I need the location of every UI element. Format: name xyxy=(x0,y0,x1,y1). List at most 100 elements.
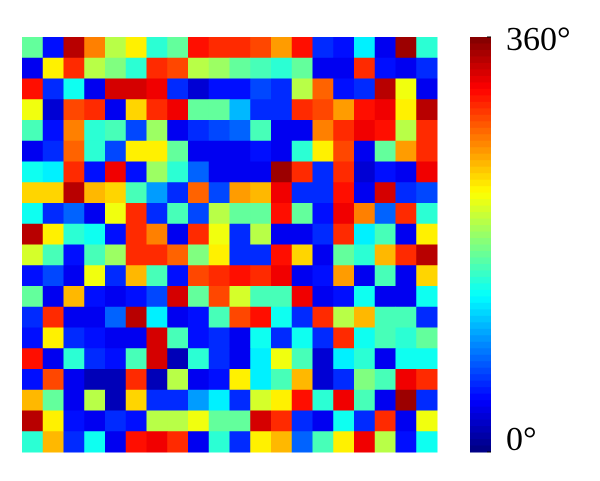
colorbar-step xyxy=(470,322,491,330)
cell xyxy=(416,223,438,245)
cell xyxy=(188,223,210,245)
cell xyxy=(291,57,313,79)
cell xyxy=(250,265,272,287)
cell xyxy=(333,431,355,453)
cell xyxy=(271,223,293,245)
cell xyxy=(291,327,313,349)
cell xyxy=(167,369,189,391)
cell xyxy=(63,327,85,349)
cell xyxy=(354,120,376,142)
cell xyxy=(271,182,293,204)
cell xyxy=(354,78,376,100)
colorbar-step xyxy=(470,406,491,414)
cell xyxy=(22,265,44,287)
cell xyxy=(22,431,44,453)
cell xyxy=(22,410,44,432)
cell xyxy=(63,431,85,453)
cell xyxy=(63,203,85,225)
cell xyxy=(229,306,251,328)
cell xyxy=(84,389,106,411)
cell xyxy=(125,37,147,59)
cell xyxy=(105,410,127,432)
cell xyxy=(333,286,355,308)
cell xyxy=(125,410,147,432)
cell xyxy=(333,410,355,432)
cell xyxy=(374,57,396,79)
cell xyxy=(188,369,210,391)
cell xyxy=(250,410,272,432)
cell xyxy=(208,410,230,432)
cell xyxy=(188,244,210,266)
cell xyxy=(84,369,106,391)
cell xyxy=(63,348,85,370)
cell xyxy=(42,203,64,225)
cell xyxy=(146,369,168,391)
cell xyxy=(354,389,376,411)
cell xyxy=(354,57,376,79)
cell xyxy=(84,37,106,59)
colorbar-step xyxy=(470,140,491,148)
cell xyxy=(167,99,189,121)
cell xyxy=(416,327,438,349)
cell xyxy=(374,120,396,142)
cell xyxy=(188,37,210,59)
cell xyxy=(188,389,210,411)
cell xyxy=(84,223,106,245)
cell xyxy=(167,286,189,308)
cell xyxy=(146,431,168,453)
cell xyxy=(42,78,64,100)
cell xyxy=(42,410,64,432)
cell xyxy=(22,161,44,183)
cell xyxy=(312,182,334,204)
colorbar-step xyxy=(470,244,491,252)
cell xyxy=(125,161,147,183)
cell xyxy=(167,120,189,142)
cell xyxy=(395,244,417,266)
cell xyxy=(167,182,189,204)
cell xyxy=(271,369,293,391)
cell xyxy=(167,57,189,79)
cell xyxy=(167,244,189,266)
cell xyxy=(125,244,147,266)
cell xyxy=(312,410,334,432)
cell xyxy=(395,203,417,225)
cell xyxy=(125,348,147,370)
cell xyxy=(250,431,272,453)
cell xyxy=(146,78,168,100)
cell xyxy=(250,78,272,100)
cell xyxy=(105,244,127,266)
cell xyxy=(374,369,396,391)
colorbar-step xyxy=(470,218,491,226)
cell xyxy=(416,78,438,100)
cell xyxy=(271,120,293,142)
colorbar-step xyxy=(470,374,491,382)
cell xyxy=(105,265,127,287)
colorbar-step xyxy=(470,88,491,96)
cell xyxy=(374,286,396,308)
cell xyxy=(208,286,230,308)
cell xyxy=(125,369,147,391)
cell xyxy=(271,327,293,349)
cell xyxy=(208,306,230,328)
colorbar-step xyxy=(470,108,491,116)
colorbar-label: 360° xyxy=(506,21,571,58)
cell xyxy=(312,431,334,453)
cell xyxy=(146,203,168,225)
cell xyxy=(395,431,417,453)
cell xyxy=(312,161,334,183)
cell xyxy=(291,244,313,266)
cell xyxy=(395,327,417,349)
cell xyxy=(395,223,417,245)
colorbar-step xyxy=(470,69,491,77)
cell xyxy=(167,161,189,183)
cell xyxy=(105,389,127,411)
cell xyxy=(22,327,44,349)
cell xyxy=(312,57,334,79)
cell xyxy=(416,203,438,225)
cell xyxy=(291,99,313,121)
cell xyxy=(229,140,251,162)
cell xyxy=(229,244,251,266)
cell xyxy=(167,223,189,245)
colorbar-step xyxy=(470,413,491,421)
cell xyxy=(125,182,147,204)
